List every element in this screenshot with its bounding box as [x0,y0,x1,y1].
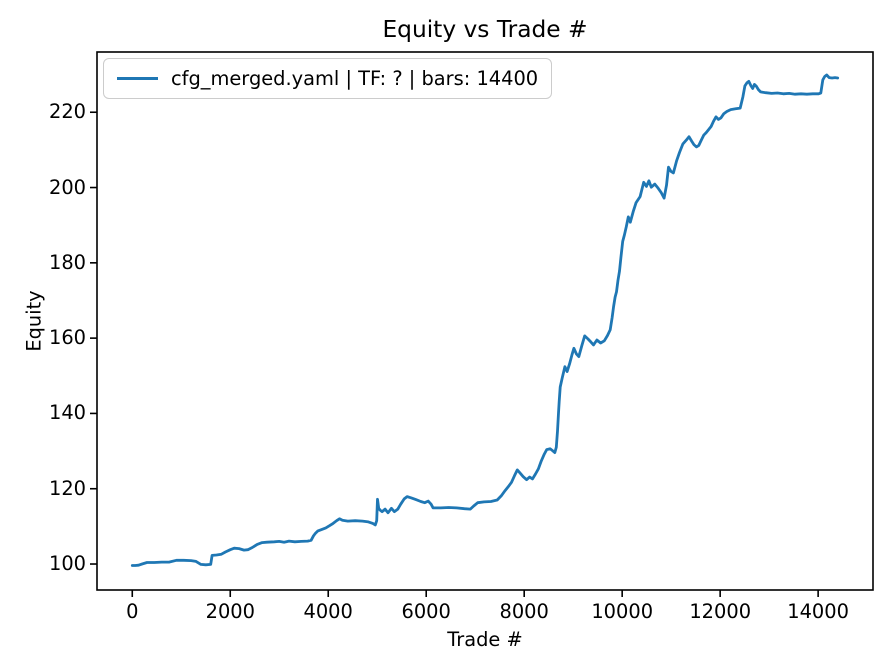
y-tick-label: 140 [48,401,86,425]
x-tick-label: 4000 [303,600,353,623]
x-tick-label: 10000 [591,600,654,623]
x-tick-label: 6000 [401,600,451,623]
y-tick-label: 220 [48,100,86,124]
equity-curve [130,73,840,567]
x-tick-label: 8000 [499,600,549,623]
legend: cfg_merged.yaml | TF: ? | bars: 14400 [103,58,553,99]
y-tick-label: 100 [48,552,86,575]
plot-area [96,51,874,591]
y-axis-label: Equity [22,290,46,352]
y-tick-label: 200 [48,175,86,199]
x-tick-label: 0 [126,600,139,623]
chart-title: Equity vs Trade # [382,16,588,43]
y-tick-label: 180 [48,250,86,274]
legend-label: cfg_merged.yaml | TF: ? | bars: 14400 [171,67,539,90]
y-tick-label: 160 [48,326,86,350]
x-tick-label: 2000 [205,600,255,623]
x-tick-label: 12000 [689,600,752,623]
y-tick-label: 120 [48,476,86,500]
legend-line-swatch [117,77,158,80]
x-axis-label: Trade # [447,628,523,651]
x-tick-label: 14000 [787,600,849,623]
